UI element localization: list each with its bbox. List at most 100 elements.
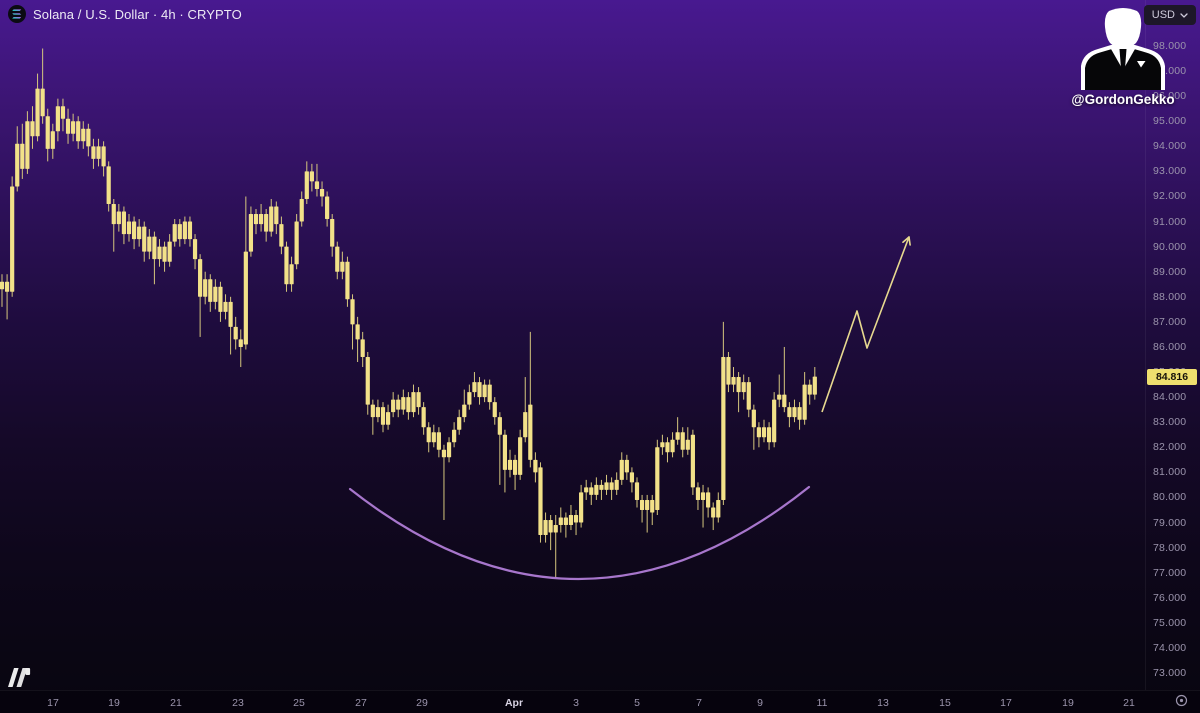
candle — [101, 141, 106, 177]
time-tick-label: 23 — [232, 697, 244, 709]
candle — [594, 477, 599, 500]
price-tick-label: 92.000 — [1153, 190, 1187, 203]
candle — [365, 351, 370, 415]
time-scale[interactable]: 17 19 21 23 25 27 29 Apr 3 5 7 9 11 13 15 17 19 21 — [0, 690, 1200, 713]
price-tick-label: 81.000 — [1153, 466, 1187, 479]
price-tick-label: 77.000 — [1153, 566, 1187, 579]
price-tick-label: 76.000 — [1153, 591, 1187, 604]
candle — [619, 452, 624, 485]
currency-dropdown[interactable]: USD — [1143, 5, 1196, 25]
candle — [472, 372, 477, 398]
time-tick-label: 21 — [170, 697, 182, 709]
head — [1104, 8, 1142, 49]
candle — [477, 377, 482, 405]
candle — [35, 73, 40, 142]
tie — [1119, 49, 1127, 74]
candle — [121, 206, 127, 245]
candle — [416, 387, 421, 415]
candle — [726, 351, 731, 393]
candle — [639, 494, 645, 523]
candle — [40, 48, 45, 124]
candle — [533, 452, 538, 483]
candle — [248, 206, 254, 257]
candle — [792, 399, 797, 423]
tradingview-logo[interactable] — [6, 666, 34, 688]
candle — [325, 191, 330, 227]
time-tick-label: 7 — [696, 697, 702, 709]
candle — [116, 204, 121, 232]
rounded-bottom-arc[interactable] — [348, 485, 811, 581]
candle — [512, 454, 518, 490]
candle — [467, 384, 472, 410]
candle — [462, 389, 467, 423]
time-tick-label: 19 — [1062, 697, 1074, 709]
candle — [446, 437, 452, 463]
candle — [289, 256, 294, 292]
candle — [548, 514, 553, 551]
candle — [711, 502, 716, 531]
candle — [421, 402, 426, 435]
candle — [736, 372, 741, 413]
candle — [370, 399, 375, 435]
candle — [441, 444, 447, 521]
candle — [518, 429, 523, 480]
price-tick-label: 80.000 — [1153, 491, 1187, 504]
symbol-title: Solana / U.S. Dollar · 4h · CRYPTO — [33, 6, 242, 22]
candle — [30, 106, 35, 149]
candle — [589, 482, 594, 505]
candle — [401, 389, 406, 415]
candle — [350, 294, 355, 350]
candle — [314, 163, 320, 197]
candle — [807, 379, 812, 405]
candle — [396, 394, 401, 418]
price-tick-label: 93.000 — [1153, 165, 1187, 178]
candle — [543, 512, 548, 543]
candle — [670, 432, 675, 458]
chevron-down-icon — [1180, 12, 1188, 18]
candle — [609, 477, 614, 500]
candle — [777, 374, 782, 408]
candle — [294, 214, 299, 270]
candle — [258, 204, 264, 232]
candle — [375, 399, 381, 423]
gear-icon — [1175, 694, 1187, 707]
candle — [71, 113, 76, 142]
candle — [167, 234, 172, 267]
candle — [319, 181, 325, 207]
candle — [355, 316, 360, 363]
price-tick-label: 79.000 — [1153, 516, 1187, 529]
time-tick-label: 29 — [416, 697, 428, 709]
candle — [162, 241, 167, 272]
price-tick-label: 75.000 — [1153, 616, 1187, 629]
candle — [96, 138, 101, 167]
candle — [431, 424, 436, 448]
candle — [391, 392, 396, 418]
candle — [751, 404, 756, 450]
candle — [624, 454, 629, 480]
price-tick-label: 78.000 — [1153, 541, 1187, 554]
candle — [172, 219, 177, 247]
arrow-head — [908, 236, 911, 246]
symbol-legend[interactable]: Solana / U.S. Dollar · 4h · CRYPTO — [8, 5, 242, 23]
candle — [218, 281, 223, 322]
candle — [137, 219, 142, 247]
candle — [20, 123, 25, 179]
candle — [802, 372, 807, 425]
candle — [706, 487, 711, 518]
candle — [330, 214, 335, 257]
candle — [645, 494, 650, 533]
candle — [243, 196, 248, 350]
projection-arrow[interactable] — [821, 236, 910, 413]
candle — [660, 434, 665, 455]
candle — [436, 427, 441, 458]
time-tick-label: 19 — [108, 697, 120, 709]
candle — [558, 507, 563, 533]
candle — [279, 216, 284, 255]
scale-settings-button[interactable] — [1172, 694, 1190, 710]
candle — [284, 241, 289, 292]
candle — [690, 429, 695, 495]
candle — [269, 198, 274, 237]
candle — [228, 296, 233, 355]
